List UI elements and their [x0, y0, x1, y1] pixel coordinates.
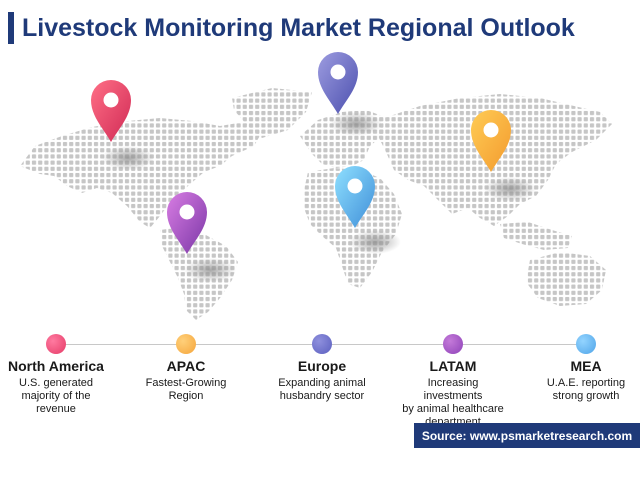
page-title: Livestock Monitoring Market Regional Out…: [22, 13, 575, 42]
australia-landmass: [526, 252, 606, 306]
region-apac: APAC Fastest-Growing Region: [122, 358, 250, 403]
latam-pin-icon: [167, 192, 207, 254]
europe-dot: [312, 334, 332, 354]
mea-dot: [576, 334, 596, 354]
source-footer: Source: www.psmarketresearch.com: [414, 423, 640, 448]
north-america-pin-icon: [91, 80, 131, 142]
title-block: Livestock Monitoring Market Regional Out…: [8, 8, 575, 48]
pin-shadows: [102, 112, 536, 282]
greenland-landmass: [232, 88, 312, 138]
apac-dot: [176, 334, 196, 354]
mea-pin-icon: [335, 166, 375, 228]
north-america-dot: [46, 334, 66, 354]
region-description: U.A.E. reporting strong growth: [546, 377, 626, 402]
region-name: APAC: [166, 358, 206, 374]
region-mea: MEA U.A.E. reporting strong growth: [522, 358, 640, 403]
region-latam: LATAM Increasing investments by animal h…: [389, 358, 517, 429]
europe-pin-icon: [318, 52, 358, 114]
world-map: [20, 52, 612, 320]
region-europe: Europe Expanding animal husbandry sector: [258, 358, 386, 403]
africa-landmass: [304, 168, 402, 288]
region-description: U.S. generated majority of the revenue: [19, 377, 93, 415]
apac-pin-icon: [471, 110, 511, 172]
region-description: Expanding animal husbandry sector: [278, 377, 366, 402]
title-accent-bar: [8, 12, 14, 44]
southeast-asia-landmass: [500, 222, 572, 250]
continents-dots: [20, 88, 612, 320]
north-america-landmass: [20, 118, 262, 228]
region-name: Europe: [297, 358, 347, 374]
region-north-america: North America U.S. generated majority of…: [0, 358, 120, 416]
region-name: LATAM: [429, 358, 477, 374]
region-name: North America: [8, 358, 104, 374]
latam-dot: [443, 334, 463, 354]
region-description: Fastest-Growing Region: [145, 377, 227, 402]
region-description: Increasing investments by animal healthc…: [402, 377, 504, 428]
region-name: MEA: [570, 358, 602, 374]
